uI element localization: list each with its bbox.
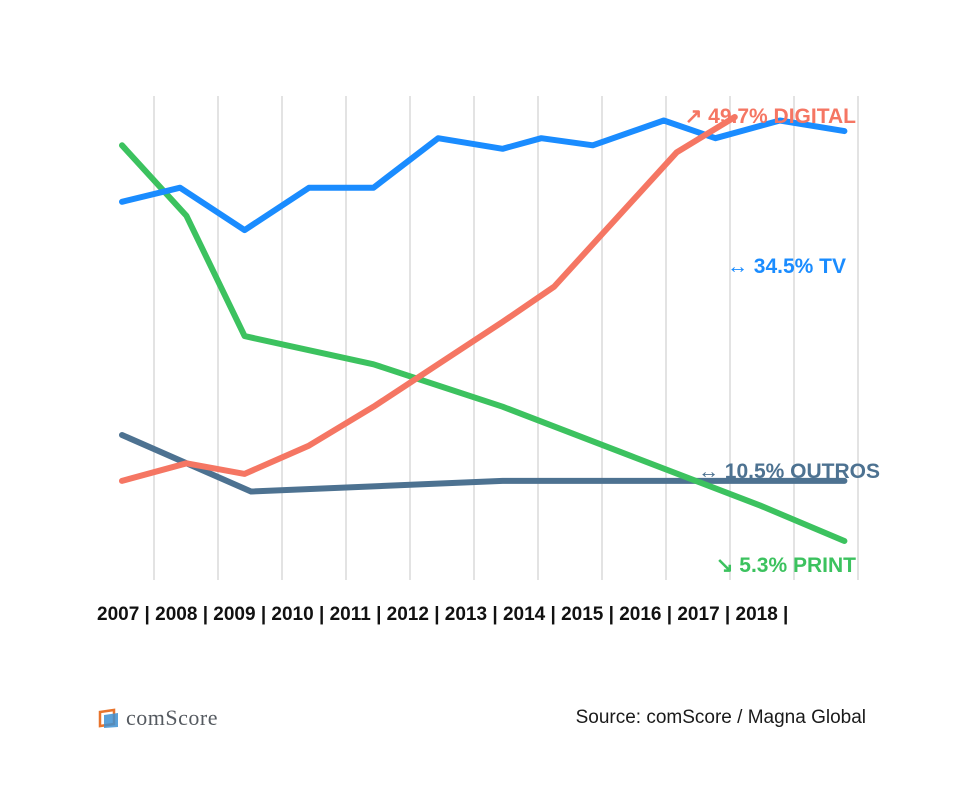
- series-label-print: ↘ 5.3% PRINT: [716, 554, 856, 577]
- series-lines: [119, 114, 848, 544]
- source-note: Source: comScore / Magna Global: [575, 707, 866, 728]
- series-label-digital: ↗ 49.7% DIGITAL: [685, 105, 856, 128]
- chart: ↗ 49.7% DIGITAL ↔ 34.5% TV ↘ 5.3% PRINT ↔ 1…: [119, 96, 880, 580]
- series-labels: ↗ 49.7% DIGITAL ↔ 34.5% TV ↘ 5.3% PRINT ↔ 1…: [685, 105, 880, 577]
- series-line-print: [119, 142, 848, 544]
- series-line-tv: [119, 117, 848, 234]
- comscore-logo-icon: [98, 708, 118, 728]
- comscore-logo-text: comScore: [126, 705, 218, 730]
- series-label-tv: ↔ 34.5% TV: [727, 255, 846, 278]
- comscore-logo: comScore: [98, 705, 218, 731]
- series-line-digital: [119, 114, 738, 484]
- x-axis-labels: 2007 | 2008 | 2009 | 2010 | 2011 | 2012 …: [97, 604, 788, 626]
- series-label-outros: ↔ 10.5% OUTROS: [698, 460, 880, 483]
- x-axis-label-text: 2007 | 2008 | 2009 | 2010 | 2011 | 2012 …: [97, 604, 789, 625]
